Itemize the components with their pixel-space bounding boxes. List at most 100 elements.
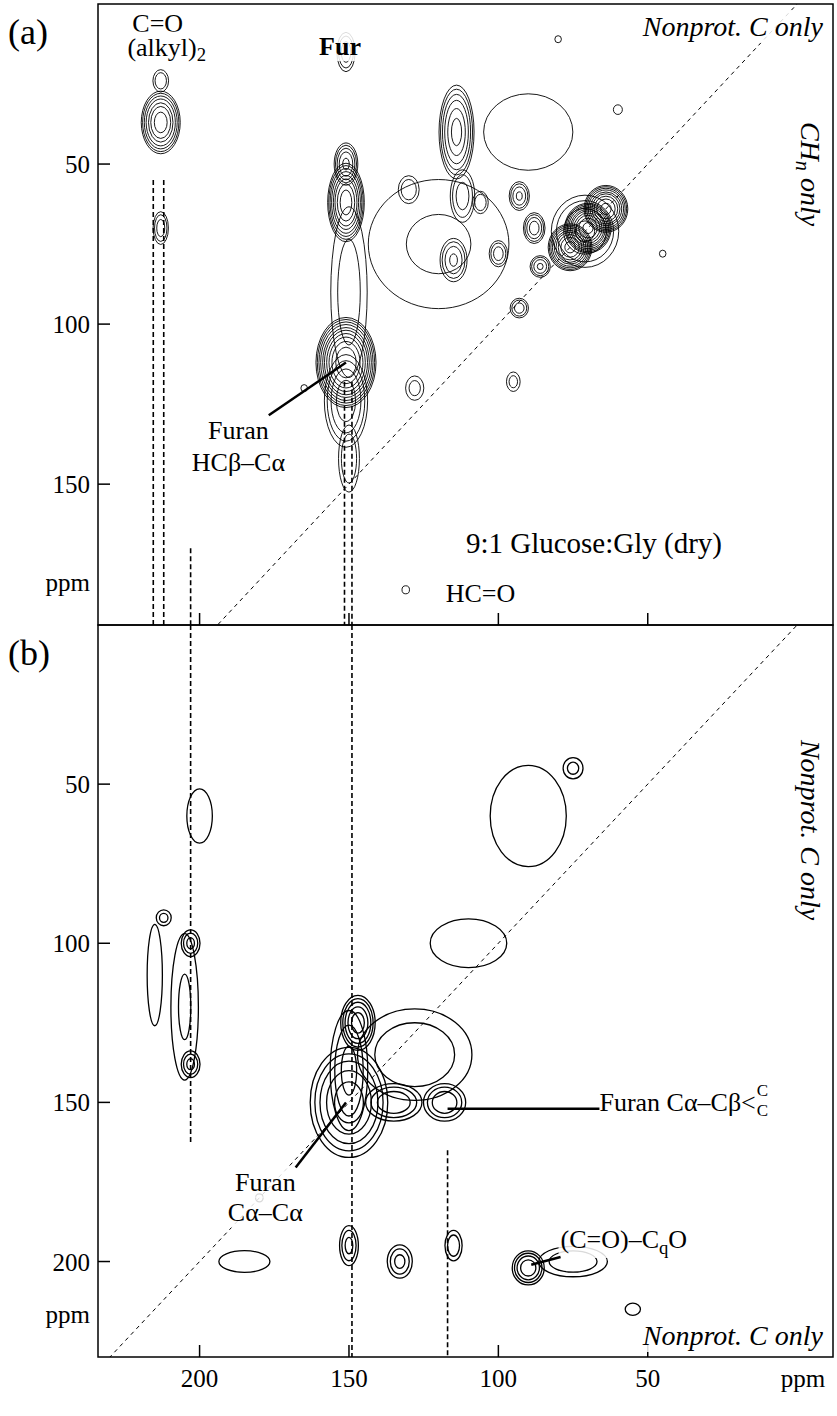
annotation-text: Furan Cα–Cβ<	[599, 1088, 755, 1117]
panel: 2001501005050100150200ppmppm(b)Nonprot. …	[8, 587, 833, 1392]
y-tick-label: 50	[65, 771, 90, 798]
plot-area	[98, 625, 833, 1357]
y-tick	[98, 1261, 110, 1263]
y-tick	[98, 163, 110, 165]
frame	[98, 4, 833, 625]
contour	[395, 1255, 405, 1269]
contour	[338, 239, 361, 345]
contour	[375, 1023, 455, 1087]
y-tick-label: 50	[65, 151, 90, 178]
text-part: 9:1 Glucose:Gly (dry)	[466, 527, 722, 560]
contour	[534, 260, 547, 274]
contour	[337, 184, 354, 221]
contour	[517, 1256, 539, 1280]
contour	[525, 215, 544, 242]
contour	[406, 214, 471, 273]
contour	[489, 241, 507, 267]
annotation-text: HC=O	[446, 578, 516, 607]
text-part: Nonprot. C only	[796, 739, 827, 921]
label-backing	[597, 1080, 770, 1121]
label-backing	[559, 1224, 690, 1258]
contour	[342, 1230, 356, 1260]
contour	[337, 148, 355, 180]
annotation-text: Fur	[319, 31, 361, 60]
contour	[423, 1084, 465, 1121]
contour	[343, 999, 373, 1047]
frame	[98, 625, 833, 1357]
contour	[406, 376, 424, 400]
contour	[334, 143, 358, 185]
y-title: ppm	[46, 569, 91, 596]
contour	[341, 995, 375, 1050]
x-title: ppm	[781, 1365, 826, 1392]
guide-line	[152, 180, 154, 625]
x-tick	[199, 613, 201, 625]
contour	[555, 36, 562, 43]
label-backing	[206, 414, 271, 445]
y-tick	[98, 1102, 110, 1104]
text-part: CH	[796, 122, 827, 163]
contour	[335, 179, 357, 226]
contour	[155, 215, 167, 242]
contour	[509, 376, 517, 388]
contour	[450, 170, 474, 222]
contour	[523, 213, 545, 244]
annotation-text: (alkyl)2	[127, 33, 206, 65]
leader-line	[269, 363, 346, 416]
contour	[153, 212, 168, 245]
contour	[514, 303, 524, 313]
contour	[366, 1084, 422, 1121]
annotation: (C=O)–CqO	[559, 1224, 690, 1258]
contour	[159, 913, 167, 922]
panel-label: (b)	[8, 633, 50, 673]
contour	[515, 1253, 542, 1282]
contour	[445, 246, 462, 273]
annotation: Fur	[317, 30, 363, 61]
contour	[511, 184, 528, 209]
contour	[324, 355, 367, 448]
leader-line	[531, 1257, 560, 1265]
contour	[613, 105, 622, 115]
panel-label: (a)	[8, 12, 48, 52]
figure: 50100150ppm(a)Nonprot. C onlyCHn onlyC=O…	[0, 0, 837, 1416]
contour	[315, 1054, 383, 1151]
contour	[513, 187, 526, 205]
contour	[432, 1091, 457, 1113]
text-part: Fur	[319, 31, 361, 60]
label-backing	[640, 10, 826, 43]
contour	[219, 1251, 270, 1273]
contour	[450, 254, 458, 266]
contour	[390, 1249, 409, 1274]
contour	[441, 89, 473, 175]
annotation: (alkyl)2	[125, 32, 208, 66]
contour	[147, 924, 162, 1025]
contour	[151, 106, 171, 138]
contour	[358, 1009, 472, 1100]
contour	[368, 180, 509, 309]
annotation-text: (C=O)–CqO	[561, 1225, 688, 1257]
x-tick	[199, 1345, 201, 1357]
contour	[563, 758, 583, 779]
annotation: Furan	[206, 414, 271, 445]
annotation-text: HCβ–Cα	[192, 447, 286, 476]
contour	[440, 238, 467, 281]
x-tick-label: 150	[330, 1365, 368, 1392]
contour	[146, 99, 175, 146]
guide-line	[447, 1150, 449, 1357]
y-tick-label: 100	[53, 311, 91, 338]
contour	[516, 192, 522, 200]
contour	[512, 300, 527, 316]
label-backing	[464, 526, 724, 561]
contour	[377, 1091, 410, 1113]
x-tick	[647, 613, 649, 625]
contour	[141, 91, 180, 154]
panel: 50100150ppm(a)Nonprot. C onlyCHn onlyC=O…	[8, 0, 833, 753]
contour	[451, 118, 461, 145]
contour	[398, 176, 419, 204]
side-label: CHn only	[792, 122, 826, 227]
contour	[409, 381, 420, 396]
text-part: only	[796, 171, 827, 227]
text-part: HC=O	[446, 578, 516, 607]
label-backing	[444, 577, 518, 608]
text-part: 2	[197, 44, 206, 65]
